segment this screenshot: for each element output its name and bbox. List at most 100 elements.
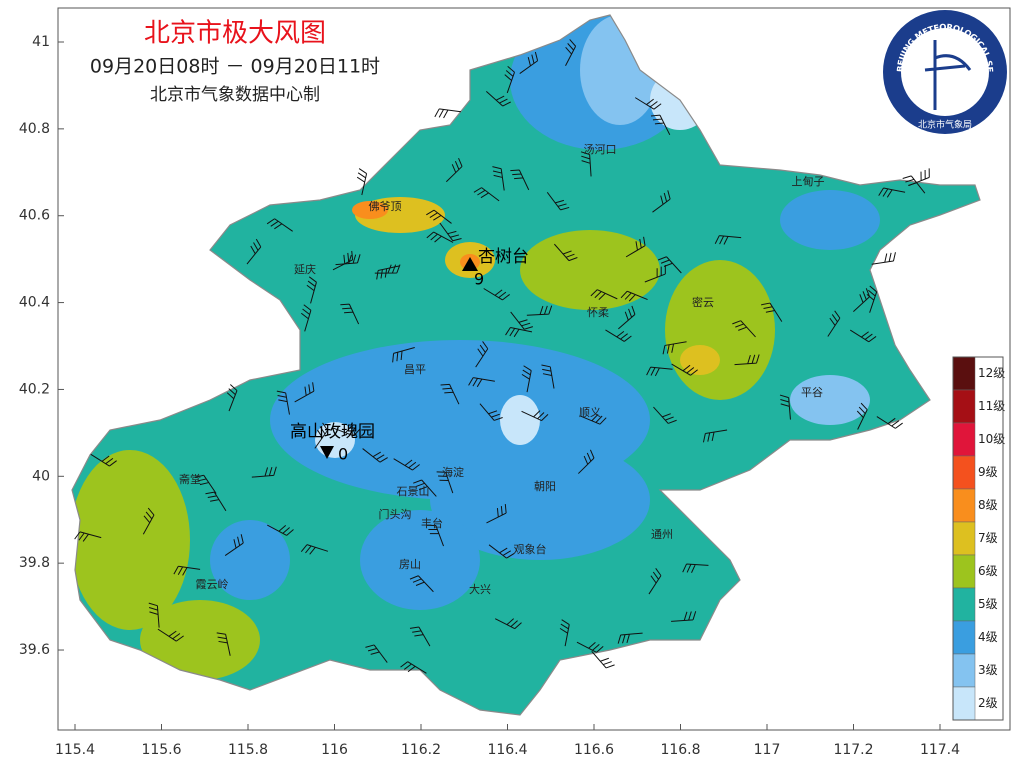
wind-barb [878, 187, 906, 198]
wind-barb [314, 422, 328, 449]
wind-barb [475, 341, 489, 368]
wind-barb [652, 190, 671, 213]
wind-barb [856, 402, 868, 430]
wind-barb [644, 265, 666, 283]
wind-barb [294, 382, 315, 403]
wind-barb [565, 39, 577, 66]
wind-barb [194, 474, 217, 494]
x-tick-label: 116.6 [574, 742, 614, 758]
place-label: 观象台 [514, 542, 547, 556]
place-label: 汤河口 [584, 142, 617, 156]
place-label: 怀柔 [587, 306, 609, 319]
place-label: 斋堂 [179, 472, 201, 486]
wind-barb [494, 618, 522, 630]
wind-barb [426, 209, 452, 224]
wind-barb [866, 285, 878, 313]
wind-barb [617, 632, 643, 644]
wind-barb [486, 504, 507, 524]
y-tick-label: 40.8 [19, 121, 50, 137]
wind-barb [173, 565, 201, 576]
place-label: 平谷 [801, 386, 823, 399]
station-name: 高山玫瑰园 [290, 422, 375, 442]
wind-barb [426, 524, 444, 547]
place-label: 延庆 [294, 262, 316, 276]
x-tick-label: 115.8 [228, 742, 268, 758]
legend-label: 12级 [978, 366, 1005, 380]
legend-swatch [952, 521, 976, 556]
wind-barb [479, 403, 503, 421]
station-level: 9 [474, 270, 484, 289]
place-label: 通州 [651, 528, 673, 541]
wind-barb [216, 632, 231, 656]
wind-barb [468, 377, 495, 388]
wind-barb [488, 544, 515, 559]
wind-barb [226, 384, 238, 412]
place-label: 大兴 [469, 582, 491, 596]
wind-barb [576, 641, 604, 653]
legend-swatch [952, 587, 976, 622]
legend-swatch [952, 356, 976, 391]
wind-barb [734, 354, 760, 366]
x-tick-label: 116.8 [660, 742, 700, 758]
wind-barb [332, 250, 354, 271]
stations: 杏树台 9 高山玫瑰园 0 [290, 247, 529, 464]
wind-barb [409, 575, 434, 593]
wind-barb [779, 394, 791, 420]
x-tick-label: 117.2 [833, 742, 873, 758]
legend-label: 8级 [978, 498, 998, 512]
wind-barb [492, 166, 505, 191]
y-tick-label: 41 [32, 34, 50, 50]
place-label: 顺义 [579, 406, 601, 419]
place-label: 密云 [692, 295, 714, 309]
wind-barb [876, 416, 903, 429]
wind-barb [590, 289, 618, 300]
x-tick-label: 116.4 [487, 742, 527, 758]
wind-barb [445, 157, 463, 183]
wind-barb [333, 425, 361, 437]
wind-barbs [74, 39, 930, 674]
wind-barb [483, 288, 510, 301]
wind-barb [300, 544, 329, 555]
wind-barb [157, 628, 184, 642]
wind-barb [205, 491, 227, 512]
wind-barb [340, 303, 360, 325]
wind-barb [434, 108, 462, 119]
wind-barb [732, 320, 756, 338]
wind-barb [510, 169, 530, 191]
wind-barb [827, 310, 841, 337]
wind-barb [646, 366, 673, 377]
x-tick-label: 115.6 [141, 742, 181, 758]
station-marker [320, 446, 334, 459]
y-tick-label: 39.8 [19, 555, 50, 571]
y-tick-label: 39.6 [19, 642, 50, 658]
wind-barb [426, 231, 454, 243]
wind-barb [392, 347, 415, 363]
wind-barb [266, 218, 293, 232]
legend-label: 4级 [978, 630, 998, 644]
wind-barb [650, 114, 671, 136]
legend-swatch [952, 422, 976, 457]
wind-barb [440, 383, 460, 405]
x-tick-label: 115.4 [55, 742, 95, 758]
place-label: 朝阳 [534, 480, 556, 493]
wind-barb [653, 406, 677, 424]
wind-barb [853, 288, 871, 313]
wind-barb [591, 650, 615, 669]
wind-barb [436, 471, 454, 494]
wind-barb [251, 466, 277, 478]
station-name: 杏树台 [478, 247, 529, 267]
wind-barb [409, 626, 431, 647]
wind-barb [634, 97, 662, 110]
wind-barb [376, 265, 400, 280]
wind-barb [246, 238, 262, 265]
wind-barb [521, 410, 549, 422]
wind-barb [871, 252, 896, 265]
legend-swatch [952, 455, 976, 490]
y-tick-label: 40.2 [19, 381, 50, 397]
wind-barb [505, 326, 533, 338]
wind-barb [908, 168, 930, 187]
wind-barb [671, 363, 698, 376]
wind-barb [148, 602, 160, 628]
legend-swatch [952, 653, 976, 688]
y-tick-label: 40.4 [19, 295, 50, 311]
